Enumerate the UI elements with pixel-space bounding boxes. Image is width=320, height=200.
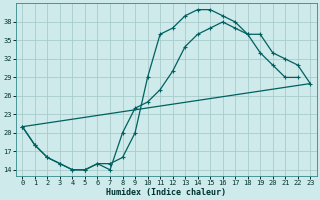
X-axis label: Humidex (Indice chaleur): Humidex (Indice chaleur) — [106, 188, 226, 197]
